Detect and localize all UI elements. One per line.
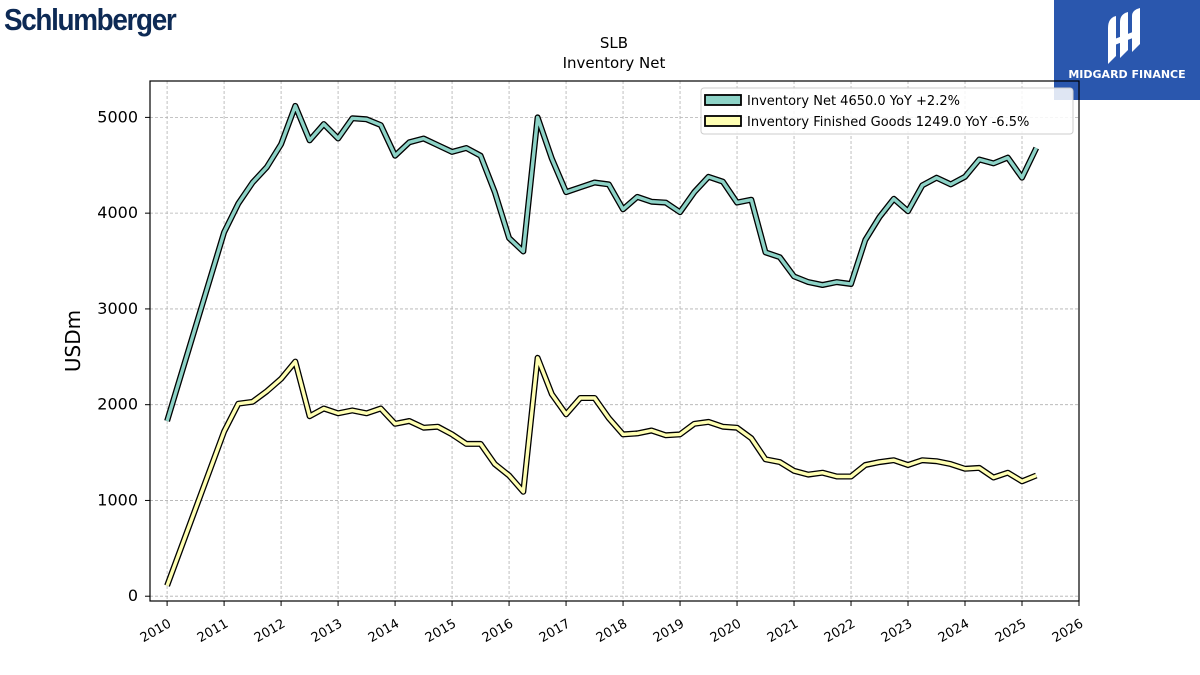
inventory-finished-goods-legend-label: Inventory Finished Goods 1249.0 YoY -6.5… <box>747 115 1029 130</box>
chart-title: SLB <box>600 34 628 52</box>
midgard-finance-logo: MIDGARD FINANCE <box>1054 0 1200 100</box>
y-tick-label: 4000 <box>97 203 138 222</box>
grid-lines <box>150 81 1080 601</box>
inventory-net-line <box>165 104 1038 422</box>
x-tick-label: 2014 <box>366 616 402 646</box>
midgard-emblem-icon <box>1108 8 1140 64</box>
legend: Inventory Net 4650.0 YoY +2.2% Inventory … <box>700 87 1074 135</box>
y-tick-label: 2000 <box>97 395 138 414</box>
x-tick-label: 2016 <box>480 616 516 646</box>
inventory-finished-goods-line <box>165 356 1037 587</box>
x-tick-label: 2024 <box>936 616 972 646</box>
x-tick-label: 2022 <box>822 616 858 646</box>
schlumberger-logo: Schlumberger <box>4 2 177 37</box>
inventory-net-legend-swatch <box>704 94 742 106</box>
series-layer <box>164 102 1040 587</box>
x-tick-label: 2011 <box>195 616 231 646</box>
legend-box <box>700 87 1074 135</box>
x-tick-label: 2017 <box>537 616 573 646</box>
plot-frame <box>149 80 1080 602</box>
x-tick-label: 2018 <box>594 616 630 646</box>
y-tick-label: 1000 <box>97 490 138 509</box>
midgard-finance-wordmark: MIDGARD FINANCE <box>1068 68 1186 81</box>
y-tick-label: 3000 <box>97 299 138 318</box>
inventory-finished-goods-legend-swatch <box>704 115 742 127</box>
x-tick-label: 2012 <box>252 616 288 646</box>
inventory-finished-goods-line-outline <box>164 354 1038 587</box>
x-tick-label: 2010 <box>138 616 174 646</box>
x-tick-label: 2025 <box>993 616 1029 646</box>
x-tick-label: 2013 <box>309 616 345 646</box>
y-tick-label: 5000 <box>97 107 138 126</box>
y-axis-label: USDm <box>61 310 85 372</box>
chart-subtitle: Inventory Net <box>563 54 666 72</box>
x-tick-label: 2019 <box>651 616 687 646</box>
x-tick-label: 2026 <box>1050 616 1086 646</box>
x-tick-label: 2023 <box>879 616 915 646</box>
x-tick-label: 2020 <box>708 616 744 646</box>
x-tick-label: 2021 <box>765 616 801 646</box>
x-tick-label: 2015 <box>423 616 459 646</box>
inventory-net-legend-label: Inventory Net 4650.0 YoY +2.2% <box>747 94 960 109</box>
y-tick-label: 0 <box>128 586 138 605</box>
